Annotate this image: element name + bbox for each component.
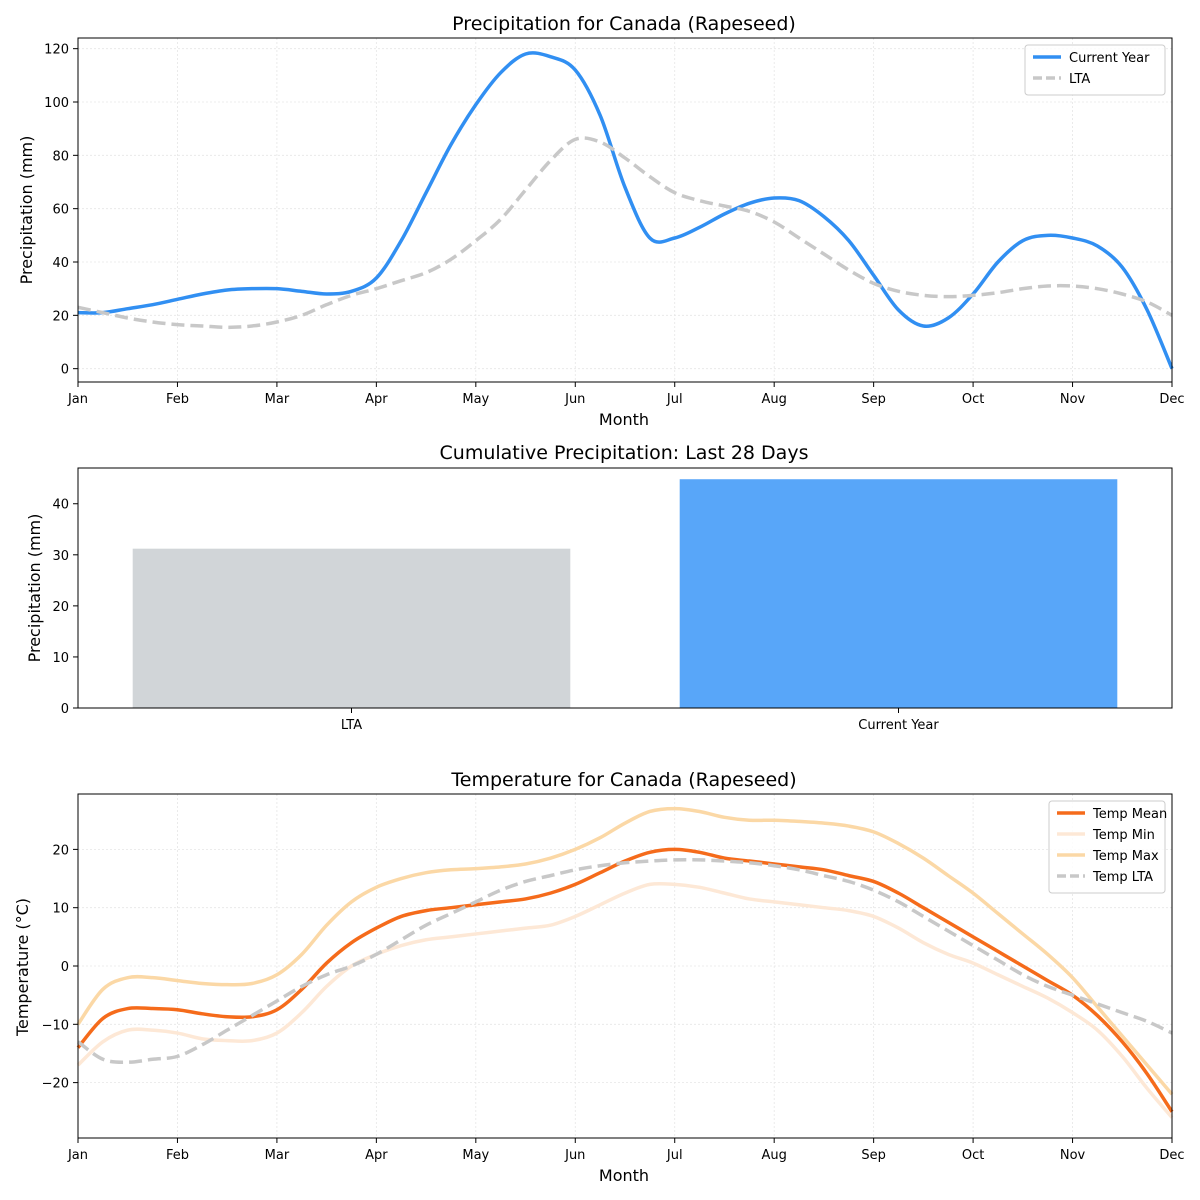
x-tick-label: Jul [666,392,683,407]
legend: Current Year LTA [1024,44,1166,96]
x-tick-label: Sep [861,392,886,407]
legend-label: Current Year [1069,51,1150,66]
x-tick-label: Feb [166,1148,189,1163]
legend: Temp Mean Temp Min Temp Max Temp LTA [1048,800,1167,894]
x-tick-label: Mar [265,1148,290,1163]
y-axis-label: Precipitation (mm) [25,514,44,663]
series-line-temp-lta [76,857,1173,1064]
x-tick-label: Jun [564,392,585,407]
x-tick-label: Nov [1060,392,1086,407]
x-tick-label: Dec [1159,392,1184,407]
x-axis-label: Month [599,410,649,429]
chart-title: Cumulative Precipitation: Last 28 Days [440,442,809,464]
y-tick-label: 100 [44,96,69,111]
x-axis-label: Month [599,1166,649,1185]
y-tick-label: 80 [52,149,69,164]
x-tick-label: Aug [761,1148,786,1163]
y-tick-label: 20 [52,309,69,324]
cumulative-precipitation-bar-chart: Cumulative Precipitation: Last 28 Days P… [25,442,1173,733]
y-tick-label: 40 [52,498,69,513]
x-tick-label: May [462,1148,489,1163]
legend-label: LTA [1069,72,1090,87]
series-line-temp-min [76,881,1174,1119]
x-tick-label: May [462,392,489,407]
x-tick-label: Dec [1159,1148,1184,1163]
x-tick-label: Nov [1060,1148,1086,1163]
plot-frame [77,37,1173,383]
x-tick-label: Jun [564,1148,585,1163]
bar-lta [132,548,571,708]
temperature-line-chart: Temperature for Canada (Rapeseed) Temper… [13,769,1185,1185]
legend-label: Temp LTA [1092,870,1153,885]
x-tick-label: Oct [962,1148,984,1163]
legend-label: Temp Max [1092,849,1159,864]
y-axis-label: Temperature (°C) [13,898,32,1037]
x-tick-label: Apr [365,1148,388,1163]
bar-current-year [679,479,1118,708]
x-tick-label: Aug [761,392,786,407]
series-line-current-year [77,51,1174,370]
legend-label: Temp Min [1092,828,1155,843]
x-tick-label: Oct [962,392,984,407]
y-tick-label: 0 [61,702,69,717]
y-tick-label: 0 [61,960,69,975]
x-tick-label: Sep [861,1148,886,1163]
y-tick-label: 10 [52,902,69,917]
y-tick-label: 20 [52,600,69,615]
plot-frame [77,467,1173,709]
y-tick-label: −10 [42,1018,69,1033]
x-tick-label: Feb [166,392,189,407]
y-tick-label: 30 [52,549,69,564]
series-line-temp-max [76,806,1174,1096]
precipitation-line-chart: Precipitation for Canada (Rapeseed) Prec… [17,13,1185,429]
x-tick-label: LTA [341,718,362,733]
y-tick-label: 0 [61,363,69,378]
x-tick-label: Mar [265,392,290,407]
y-tick-label: 10 [52,651,69,666]
x-tick-label: Jul [666,1148,683,1163]
y-tick-label: 60 [52,203,69,218]
legend-box [1048,800,1166,894]
x-tick-label: Apr [365,392,388,407]
y-tick-label: 40 [52,256,69,271]
series-line-lta [77,136,1173,330]
x-tick-label: Jan [67,392,88,407]
y-tick-label: 120 [44,43,69,58]
x-tick-label: Jan [67,1148,88,1163]
x-tick-label: Current Year [858,718,939,733]
legend-label: Temp Mean [1092,807,1167,822]
y-tick-label: −20 [42,1077,69,1092]
y-axis-label: Precipitation (mm) [17,136,36,285]
chart-title: Temperature for Canada (Rapeseed) [450,769,796,791]
chart-title: Precipitation for Canada (Rapeseed) [452,13,796,35]
y-tick-label: 20 [52,843,69,858]
